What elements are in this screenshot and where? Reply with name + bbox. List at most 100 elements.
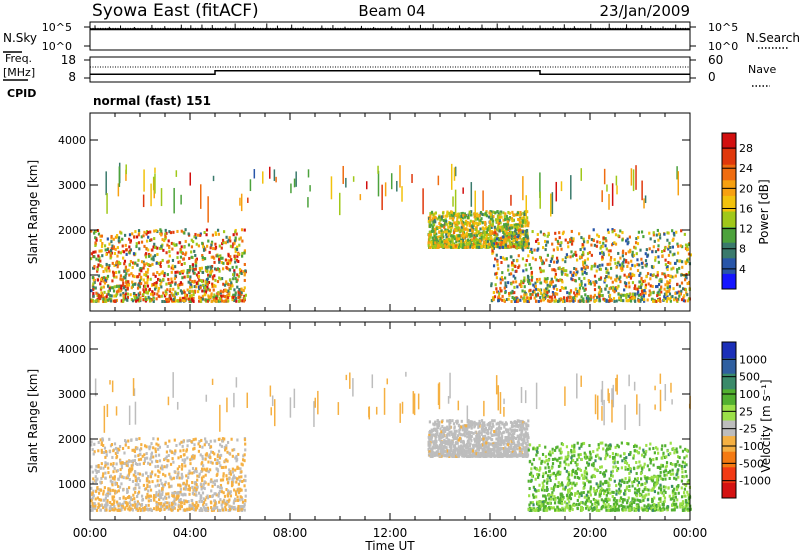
power-echo [167,277,170,281]
power-echo [644,286,647,290]
power-echo [476,217,479,221]
power-echo [510,234,513,238]
power-echo [165,251,168,255]
power-echo [233,288,236,292]
velocity-echo [241,504,244,508]
power-echo [213,260,216,264]
velocity-echo [226,481,230,485]
power-colorbar-bin [722,242,736,259]
power-echo [446,245,449,249]
power-streak [411,174,413,183]
velocity-echo [163,465,166,469]
power-echo [182,289,186,293]
velocity-echo [232,474,235,478]
velocity-echo [202,497,205,501]
power-echo [479,219,482,223]
power-echo [511,295,514,299]
power-echo [602,236,605,240]
velocity-echo [180,501,183,505]
velocity-echo [226,450,229,454]
power-echo [93,255,96,259]
velocity-echo [197,491,201,495]
power-echo [501,294,504,298]
power-echo [599,276,603,280]
velocity-echo [134,503,137,507]
power-echo [605,239,608,243]
velocity-echo [231,448,234,452]
power-echo [521,257,525,261]
power-echo [183,299,186,303]
power-echo [225,235,228,239]
power-echo [664,296,667,300]
velocity-echo [133,470,137,474]
velocity-echo [148,494,152,498]
velocity-echo [115,482,119,486]
velocity-echo [149,488,153,492]
power-echo [195,285,198,289]
power-echo [453,228,456,232]
power-echo [444,241,447,245]
power-echo [678,259,681,263]
power-echo [586,240,589,244]
power-echo [227,259,230,263]
power-echo [229,283,233,287]
power-echo [90,299,93,303]
power-streak [401,186,403,202]
velocity-echo [217,508,221,512]
velocity-echo [198,508,201,512]
velocity-echo [145,479,149,483]
velocity-echo [239,495,242,499]
velocity-echo [152,455,155,459]
power-echo [466,245,470,249]
velocity-echo [170,508,173,512]
power-echo [498,241,501,245]
power-echo [517,217,521,221]
power-echo [598,277,601,281]
velocity-echo [94,504,97,508]
power-echo [601,255,604,259]
power-echo [519,234,522,238]
power-echo [478,221,481,225]
velocity-echo [112,449,115,453]
velocity-echo [217,449,221,453]
power-echo [102,276,106,280]
power-echo [232,242,235,246]
velocity-echo [173,491,176,495]
velocity-echo [208,494,212,498]
velocity-echo [168,504,171,508]
power-echo [152,283,155,287]
power-echo [148,299,152,303]
velocity-echo [137,483,140,487]
power-streak [560,181,563,192]
velocity-echo [104,496,108,500]
power-echo [517,228,520,232]
power-echo [545,293,548,297]
velocity-echo [126,496,130,500]
power-echo [479,227,482,231]
power-echo [137,299,141,303]
velocity-echo [104,455,107,459]
power-echo [496,243,499,247]
velocity-echo [131,503,134,507]
velocity-echo [180,492,183,496]
velocity-echo [508,436,511,440]
power-echo [110,234,113,238]
velocity-echo [222,465,225,469]
power-echo [663,287,666,291]
velocity-echo [172,476,175,480]
power-echo [663,292,667,296]
power-echo [122,281,125,285]
power-echo [213,295,217,299]
power-echo [119,251,122,255]
power-echo [584,283,587,287]
velocity-echo [114,451,117,455]
power-echo [526,231,529,235]
power-echo [633,273,636,277]
power-echo [512,297,516,301]
velocity-echo [206,494,209,498]
power-echo [495,232,498,236]
velocity-echo [128,501,131,505]
power-echo [566,273,569,277]
velocity-echo [211,450,215,454]
power-echo [667,253,671,257]
